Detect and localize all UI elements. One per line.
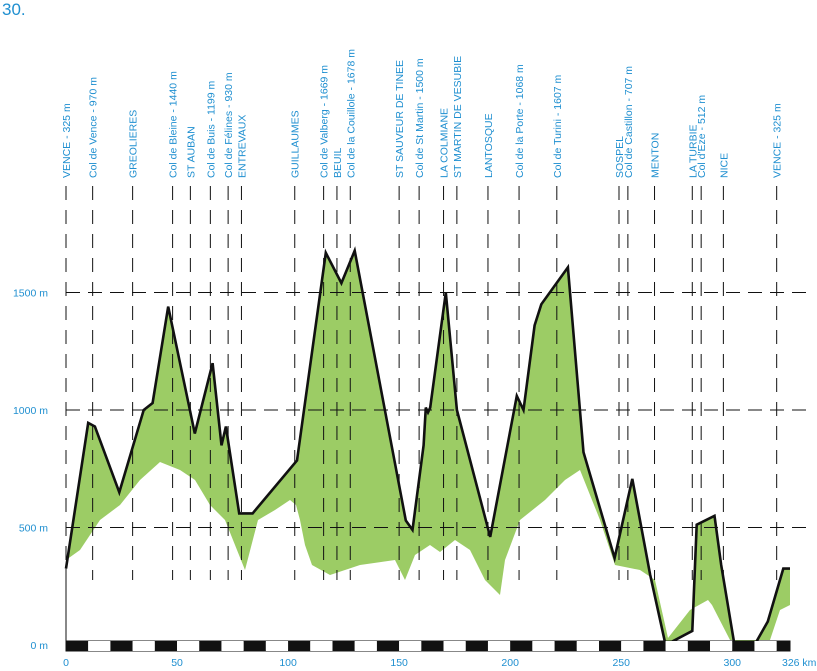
scale-bar-segment: [243, 641, 266, 651]
stop-label: ENTREVAUX: [236, 115, 248, 178]
scale-bar-segment: [576, 641, 600, 651]
scale-bar-segment: [510, 641, 533, 651]
y-tick-label: 0 m: [30, 640, 48, 652]
scale-bar-segment: [710, 641, 733, 651]
scale-bar-segment: [265, 641, 289, 651]
stop-label: BEUIL: [332, 147, 344, 178]
scale-bar-segment: [376, 641, 400, 651]
vegetation-area: [66, 250, 790, 645]
y-tick-label: 500 m: [19, 523, 48, 535]
stop-marker-layer: VENCE - 325 m Col de Vence - 970 m GREOLIE…: [61, 49, 784, 580]
scale-bar-segment: [132, 641, 155, 651]
stop-label: Col de Bleine - 1440 m: [168, 71, 180, 178]
scale-bar-segment: [687, 641, 711, 651]
scale-bar-segment: [199, 641, 222, 651]
stop-label: Col de Vence - 970 m: [88, 77, 100, 178]
stop-label: ST MARTIN DE VESUBIE: [452, 56, 464, 178]
scale-bar-segment: [621, 641, 644, 651]
scale-bar-segment: [465, 641, 488, 651]
x-tick-label: 50: [171, 657, 183, 669]
scale-bar-segment: [754, 641, 777, 651]
y-tick-label: 1000 m: [13, 405, 48, 417]
stop-label: Col de St Martin - 1500 m: [414, 58, 426, 178]
scale-bar-segment: [487, 641, 511, 651]
scale-bar-segment: [110, 641, 133, 651]
vegetation-area-layer: [66, 250, 790, 645]
stop-label: Col de Valberg - 1669 m: [319, 65, 331, 178]
stop-label: LA COLMIANE: [439, 108, 451, 178]
x-tick-label: 200: [501, 657, 519, 669]
stop-label: NICE: [718, 153, 730, 178]
stop-label: SOSPEL: [614, 136, 626, 178]
scale-bar-segment: [776, 641, 790, 651]
scale-bar-segment: [221, 641, 244, 651]
scale-bar-segment: [354, 641, 377, 651]
stop-label: Col de la Couillole - 1678 m: [345, 49, 357, 178]
elevation-profile-line: [64, 246, 790, 647]
stop-label: VENCE - 325 m: [61, 103, 73, 178]
scale-bar-segment: [554, 641, 577, 651]
scale-bar-segment: [443, 641, 466, 651]
x-tick-label: 300: [723, 657, 741, 669]
scale-bar-segment: [288, 641, 311, 651]
stop-label: LA TURBIE: [687, 125, 699, 179]
scale-bar-segment: [532, 641, 555, 651]
scale-bar-segment: [421, 641, 444, 651]
x-tick-label: 0: [63, 657, 69, 669]
stop-label: ST AUBAN: [185, 126, 197, 178]
x-tick-label: 326 km: [782, 657, 817, 669]
scale-bar-segment: [732, 641, 755, 651]
stop-label: Col d'Eze - 512 m: [696, 95, 708, 178]
stop-label: MENTON: [650, 133, 662, 178]
stop-label: ST SAUVEUR DE TINEE: [394, 60, 406, 178]
scale-bar-segment: [310, 641, 333, 651]
axis-layer: 0 m 500 m 1000 m 1500 m 0 50 100 150 200 250 300 32…: [13, 288, 817, 670]
x-tick-label: 250: [612, 657, 630, 669]
x-tick-label: 150: [390, 657, 408, 669]
stop-label: Col de Buis - 1199 m: [205, 80, 217, 178]
scale-bar-segment: [332, 641, 355, 651]
scale-bar-segment: [66, 641, 89, 651]
y-tick-label: 1500 m: [13, 288, 48, 300]
scale-bar-segment: [599, 641, 622, 651]
stop-label: Col de Castillon - 707 m: [623, 66, 635, 178]
scale-bar-segment: [665, 641, 688, 651]
stop-label: GUILLAUMES: [290, 110, 302, 178]
scale-bar-segment: [399, 641, 422, 651]
stop-label: Col de la Porte - 1068 m: [514, 64, 526, 178]
scale-bar-segment: [177, 641, 200, 651]
page-number: 30.: [2, 0, 26, 19]
scale-bar-segment: [643, 641, 666, 651]
stop-label: Col de Félines - 930 m: [223, 72, 235, 178]
stop-label: LANTOSQUE: [483, 113, 495, 178]
stop-label: GREOLIERES: [128, 110, 140, 178]
stop-label: VENCE - 325 m: [772, 103, 784, 178]
stop-label: Col de Turini - 1607 m: [552, 74, 564, 178]
scale-bar-segment: [154, 641, 178, 651]
x-tick-label: 100: [279, 657, 297, 669]
profile-line-layer: [64, 246, 790, 647]
scale-bar-segment: [88, 641, 111, 651]
